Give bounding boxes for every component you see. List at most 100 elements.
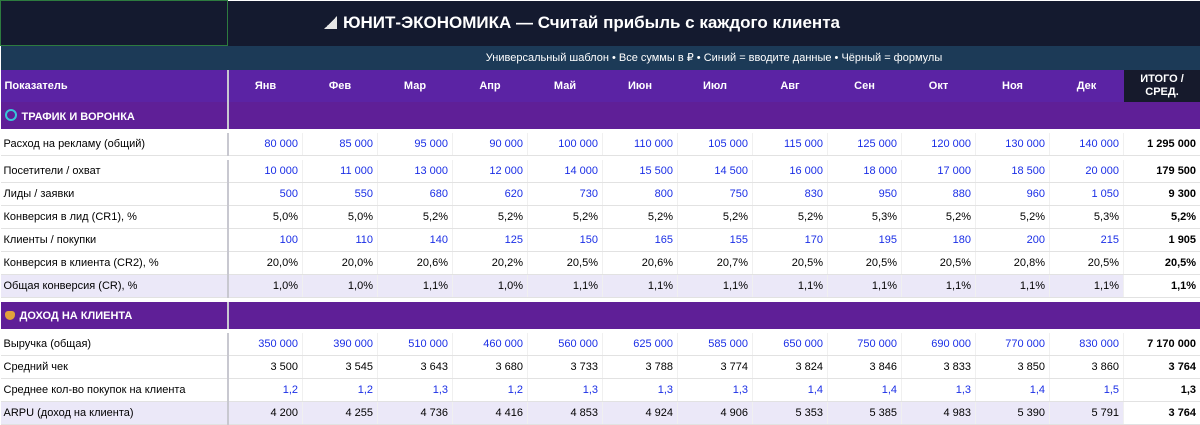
value-cell[interactable]: 85 000	[303, 133, 378, 156]
value-cell[interactable]: 5,2%	[976, 206, 1050, 229]
value-cell[interactable]: 1,0%	[228, 275, 303, 298]
value-cell[interactable]: 1,3	[378, 379, 453, 402]
value-cell[interactable]: 5 390	[976, 402, 1050, 425]
value-cell[interactable]: 20,0%	[228, 252, 303, 275]
value-cell[interactable]: 11 000	[303, 160, 378, 183]
value-cell[interactable]: 5,2%	[678, 206, 753, 229]
value-cell[interactable]: 20,8%	[976, 252, 1050, 275]
value-cell[interactable]: 1,5	[1050, 379, 1124, 402]
subtitle-lead-cell[interactable]	[1, 46, 228, 71]
header-month-4[interactable]: Апр	[453, 70, 528, 102]
section-fill-cell[interactable]	[228, 102, 1200, 129]
value-cell[interactable]: 90 000	[453, 133, 528, 156]
section-title-cell[interactable]: ТРАФИК И ВОРОНКА	[1, 102, 228, 129]
header-month-6[interactable]: Июн	[603, 70, 678, 102]
header-month-3[interactable]: Мар	[378, 70, 453, 102]
value-cell[interactable]: 20,7%	[678, 252, 753, 275]
value-cell[interactable]: 200	[976, 229, 1050, 252]
value-cell[interactable]: 1,2	[303, 379, 378, 402]
value-cell[interactable]: 3 833	[902, 356, 976, 379]
row-label-cell[interactable]: Среднее кол-во покупок на клиента	[1, 379, 228, 402]
value-cell[interactable]: 3 846	[828, 356, 902, 379]
value-cell[interactable]: 1,3	[603, 379, 678, 402]
header-month-11[interactable]: Ноя	[976, 70, 1050, 102]
value-cell[interactable]: 4 416	[453, 402, 528, 425]
value-cell[interactable]: 1,4	[753, 379, 828, 402]
value-cell[interactable]: 1,0%	[303, 275, 378, 298]
value-cell[interactable]: 180	[902, 229, 976, 252]
value-cell[interactable]: 460 000	[453, 333, 528, 356]
value-cell[interactable]: 20,5%	[902, 252, 976, 275]
value-cell[interactable]: 5,2%	[753, 206, 828, 229]
value-cell[interactable]: 170	[753, 229, 828, 252]
total-cell[interactable]: 1,3	[1124, 379, 1200, 402]
value-cell[interactable]: 105 000	[678, 133, 753, 156]
total-cell[interactable]: 179 500	[1124, 160, 1200, 183]
value-cell[interactable]: 1,4	[828, 379, 902, 402]
section-fill-cell[interactable]	[228, 302, 1200, 329]
value-cell[interactable]: 20,5%	[828, 252, 902, 275]
value-cell[interactable]: 120 000	[902, 133, 976, 156]
value-cell[interactable]: 80 000	[228, 133, 303, 156]
total-cell[interactable]: 5,2%	[1124, 206, 1200, 229]
value-cell[interactable]: 13 000	[378, 160, 453, 183]
value-cell[interactable]: 625 000	[603, 333, 678, 356]
value-cell[interactable]: 680	[378, 183, 453, 206]
value-cell[interactable]: 3 860	[1050, 356, 1124, 379]
value-cell[interactable]: 140	[378, 229, 453, 252]
total-cell[interactable]: 1 905	[1124, 229, 1200, 252]
value-cell[interactable]: 5,2%	[902, 206, 976, 229]
value-cell[interactable]: 130 000	[976, 133, 1050, 156]
value-cell[interactable]: 20,6%	[603, 252, 678, 275]
value-cell[interactable]: 17 000	[902, 160, 976, 183]
header-month-2[interactable]: Фев	[303, 70, 378, 102]
row-label-cell[interactable]: Клиенты / покупки	[1, 229, 228, 252]
value-cell[interactable]: 1,1%	[902, 275, 976, 298]
value-cell[interactable]: 18 000	[828, 160, 902, 183]
value-cell[interactable]: 3 500	[228, 356, 303, 379]
value-cell[interactable]: 1 050	[1050, 183, 1124, 206]
value-cell[interactable]: 550	[303, 183, 378, 206]
value-cell[interactable]: 5,2%	[378, 206, 453, 229]
subtitle-cell[interactable]: Универсальный шаблон • Все суммы в ₽ • С…	[228, 46, 1200, 71]
header-month-7[interactable]: Июл	[678, 70, 753, 102]
value-cell[interactable]: 5,2%	[603, 206, 678, 229]
value-cell[interactable]: 510 000	[378, 333, 453, 356]
row-label-cell[interactable]: Лиды / заявки	[1, 183, 228, 206]
row-label-cell[interactable]: Конверсия в лид (CR1), %	[1, 206, 228, 229]
value-cell[interactable]: 140 000	[1050, 133, 1124, 156]
value-cell[interactable]: 750 000	[828, 333, 902, 356]
title-cell[interactable]: ЮНИТ-ЭКОНОМИКА — Считай прибыль с каждог…	[228, 1, 1200, 46]
value-cell[interactable]: 960	[976, 183, 1050, 206]
total-cell[interactable]: 1,1%	[1124, 275, 1200, 298]
value-cell[interactable]: 5,2%	[528, 206, 603, 229]
value-cell[interactable]: 585 000	[678, 333, 753, 356]
row-label-cell[interactable]: ARPU (доход на клиента)	[1, 402, 228, 425]
value-cell[interactable]: 1,2	[453, 379, 528, 402]
header-month-1[interactable]: Янв	[228, 70, 303, 102]
value-cell[interactable]: 880	[902, 183, 976, 206]
row-label-cell[interactable]: Посетители / охват	[1, 160, 228, 183]
value-cell[interactable]: 10 000	[228, 160, 303, 183]
header-month-5[interactable]: Май	[528, 70, 603, 102]
value-cell[interactable]: 390 000	[303, 333, 378, 356]
value-cell[interactable]: 1,1%	[678, 275, 753, 298]
value-cell[interactable]: 3 788	[603, 356, 678, 379]
value-cell[interactable]: 20,5%	[528, 252, 603, 275]
value-cell[interactable]: 830	[753, 183, 828, 206]
header-label-cell[interactable]: Показатель	[1, 70, 228, 102]
value-cell[interactable]: 5 791	[1050, 402, 1124, 425]
value-cell[interactable]: 730	[528, 183, 603, 206]
value-cell[interactable]: 125	[453, 229, 528, 252]
value-cell[interactable]: 3 643	[378, 356, 453, 379]
value-cell[interactable]: 215	[1050, 229, 1124, 252]
value-cell[interactable]: 1,2	[228, 379, 303, 402]
value-cell[interactable]: 690 000	[902, 333, 976, 356]
row-label-cell[interactable]: Расход на рекламу (общий)	[1, 133, 228, 156]
value-cell[interactable]: 110 000	[603, 133, 678, 156]
value-cell[interactable]: 20,0%	[303, 252, 378, 275]
value-cell[interactable]: 1,1%	[976, 275, 1050, 298]
header-month-8[interactable]: Авг	[753, 70, 828, 102]
row-label-cell[interactable]: Конверсия в клиента (CR2), %	[1, 252, 228, 275]
header-total-cell[interactable]: ИТОГО /СРЕД.	[1124, 70, 1200, 102]
